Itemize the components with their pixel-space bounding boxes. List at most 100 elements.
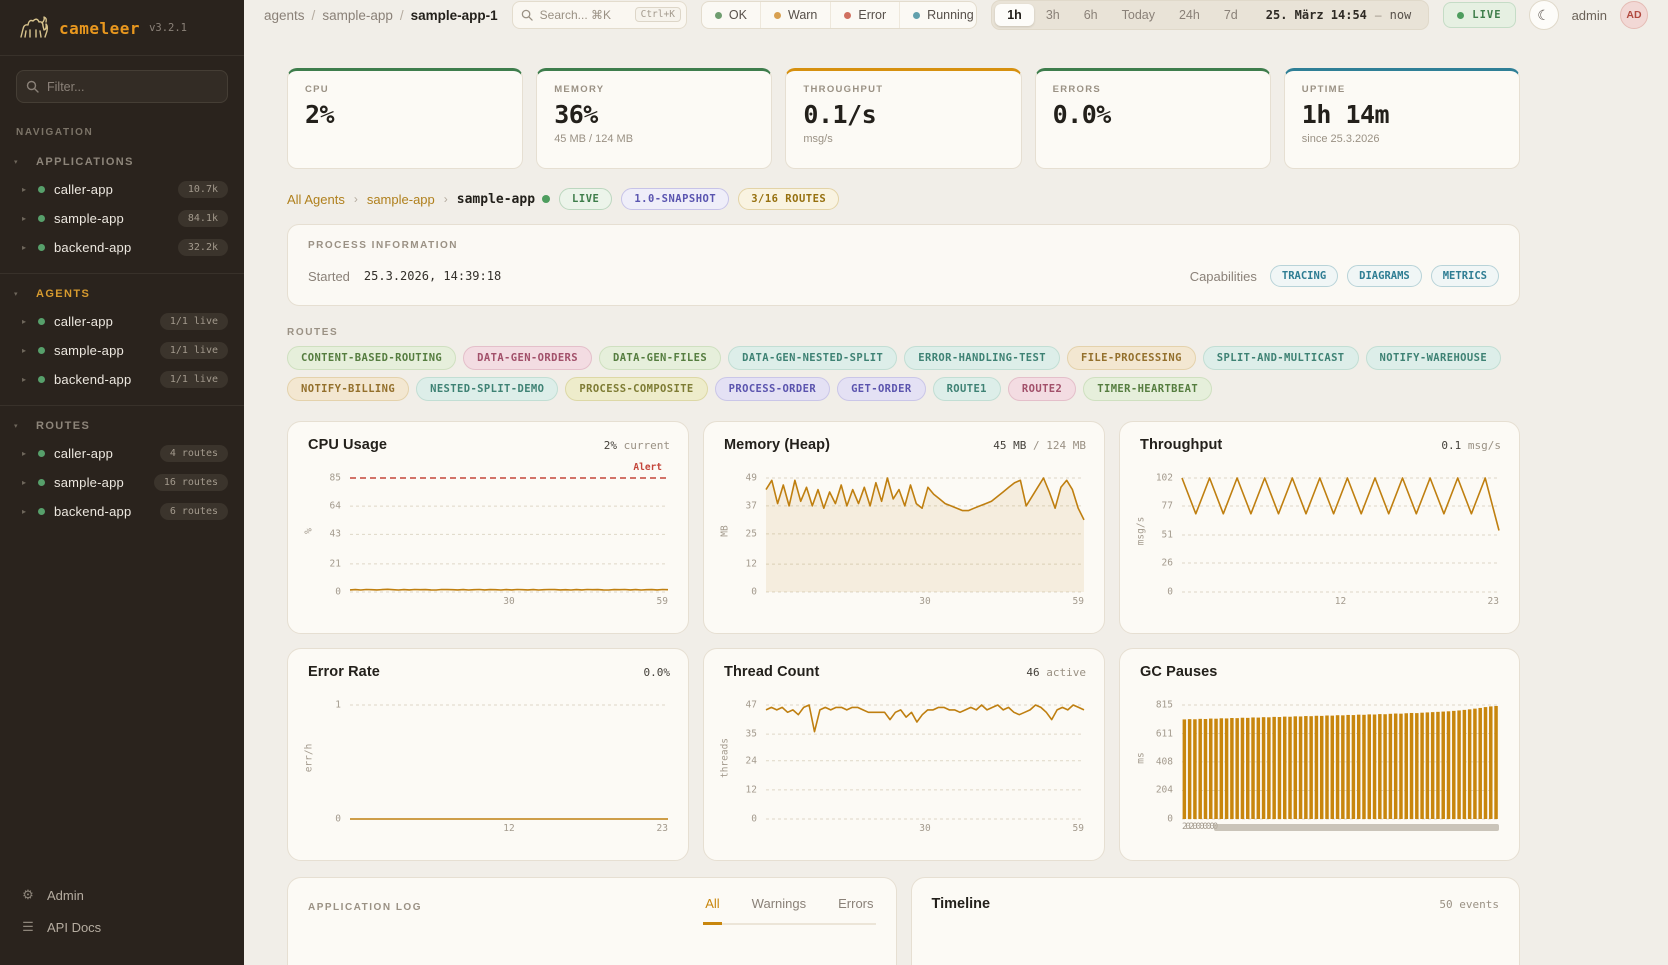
y-tick: 24 (745, 755, 757, 767)
agent-link-sample-app[interactable]: sample-app (366, 191, 435, 207)
route-chip-route1[interactable]: ROUTE1 (932, 377, 1001, 401)
route-chip-data-gen-files[interactable]: DATA-GEN-FILES (598, 346, 722, 370)
sidebar-item-label: sample-app (54, 475, 124, 490)
route-chip-notify-billing[interactable]: NOTIFY-BILLING (287, 377, 410, 401)
route-chip-notify-warehouse[interactable]: NOTIFY-WAREHOUSE (1365, 346, 1502, 370)
chart-plot (1182, 696, 1499, 820)
status-filter-error[interactable]: Error (830, 2, 899, 28)
chart-y-axis-unit: MB (719, 525, 730, 537)
sidebar-item-badge: 84.1k (177, 210, 228, 227)
live-label: LIVE (1472, 9, 1502, 21)
stat-label: UPTIME (1301, 84, 1346, 95)
time-range-24h[interactable]: 24h (1178, 8, 1200, 22)
sidebar-group-header[interactable]: ▾ AGENTS (10, 282, 234, 306)
stat-label: THROUGHPUT (803, 84, 884, 95)
sidebar-item-sample-app[interactable]: ▸ sample-app 1/1 live (10, 337, 234, 364)
sidebar-group-header[interactable]: ▾ ROUTES (10, 414, 234, 438)
route-chip-content-based-routing[interactable]: CONTENT-BASED-ROUTING (287, 346, 457, 370)
separator: › (443, 192, 448, 206)
chart-x-axis: 30 59 (766, 823, 1084, 838)
log-tab-all[interactable]: All (703, 896, 722, 925)
started-label: Started (308, 268, 350, 284)
sidebar-group-label: AGENTS (36, 288, 91, 300)
sidebar-item-backend-app[interactable]: ▸ backend-app 32.2k (10, 234, 234, 261)
timeline-card: Timeline 50 events (910, 877, 1520, 965)
chart-y-axis-unit: msg/s (1135, 516, 1146, 546)
chevron-right-icon: ▸ (22, 478, 27, 487)
y-tick: 47 (745, 699, 757, 711)
filter-input[interactable] (16, 70, 228, 103)
route-chip-error-handling-test[interactable]: ERROR-HANDLING-TEST (904, 346, 1060, 370)
breadcrumb-segment[interactable]: sample-app-1 (410, 7, 498, 23)
date-range[interactable]: 25. März 14:54 – now (1266, 8, 1412, 22)
sidebar-item-caller-app[interactable]: ▸ caller-app 10.7k (10, 176, 234, 203)
sidebar-item-backend-app[interactable]: ▸ backend-app 6 routes (10, 498, 234, 525)
route-chip-data-gen-orders[interactable]: DATA-GEN-ORDERS (463, 346, 592, 370)
route-chip-nested-split-demo[interactable]: NESTED-SPLIT-DEMO (416, 377, 559, 401)
time-range-1h[interactable]: 1h (995, 4, 1034, 26)
status-dot (38, 450, 45, 457)
sidebar-item-badge: 4 routes (159, 445, 228, 462)
sidebar-group-header[interactable]: ▾ APPLICATIONS (10, 150, 234, 174)
time-range-7d[interactable]: 7d (1223, 8, 1238, 22)
status-filter-warn[interactable]: Warn (759, 2, 830, 28)
time-range-today[interactable]: Today (1121, 8, 1155, 22)
status-filter-label: Warn (787, 8, 818, 22)
x-tick: 59 (1072, 823, 1084, 834)
live-toggle[interactable]: LIVE (1443, 2, 1516, 28)
route-chip-get-order[interactable]: GET-ORDER (837, 377, 926, 401)
sidebar: cameleer v3.2.1 NAVIGATION ▾ APPLICATION… (0, 0, 244, 965)
sidebar-item-sample-app[interactable]: ▸ sample-app 84.1k (10, 205, 234, 232)
route-chip-split-and-multicast[interactable]: SPLIT-AND-MULTICAST (1202, 346, 1359, 370)
sidebar-item-caller-app[interactable]: ▸ caller-app 4 routes (10, 440, 234, 467)
sidebar-item-label: sample-app (54, 211, 124, 226)
y-tick: 611 (1155, 728, 1173, 740)
breadcrumb-segment[interactable]: agents (264, 7, 305, 23)
sidebar-group-label: ROUTES (36, 420, 91, 432)
route-chip-process-order[interactable]: PROCESS-ORDER (714, 377, 831, 401)
sidebar-item-backend-app[interactable]: ▸ backend-app 1/1 live (10, 366, 234, 393)
breadcrumb-segment[interactable]: sample-app (322, 7, 393, 23)
username: admin (1571, 7, 1607, 23)
status-filter-ok[interactable]: OK (702, 2, 760, 28)
status-dot-icon (773, 11, 781, 19)
stats-row: CPU 2% MEMORY 36% 45 MB / 124 MB THROUGHPUT 0.… (287, 68, 1520, 169)
agent-link-all-agents[interactable]: All Agents (287, 191, 345, 207)
sidebar-item-sample-app[interactable]: ▸ sample-app 16 routes (10, 469, 234, 496)
chart-current-value: 46 active (1026, 666, 1086, 679)
avatar[interactable]: AD (1620, 1, 1648, 29)
y-tick: 815 (1155, 699, 1173, 711)
chevron-right-icon: ▸ (22, 375, 27, 384)
sidebar-item-label: backend-app (54, 504, 132, 519)
x-tick: 59 (656, 596, 668, 607)
shortcut-badge: Ctrl+K (634, 7, 681, 22)
time-range-3h[interactable]: 3h (1045, 8, 1060, 22)
chart-y-axis-ticks: 815 611 408 204 0 (1147, 696, 1177, 825)
chart-y-axis-ticks: 102 77 51 26 0 (1147, 469, 1177, 598)
menu-icon: ☰ (22, 919, 34, 934)
chart-svg-gc (1182, 704, 1499, 820)
footer-item-admin[interactable]: ⚙ Admin (16, 879, 228, 911)
chart-plot (765, 696, 1085, 820)
log-tab-errors[interactable]: Errors (838, 896, 874, 911)
log-tab-warnings[interactable]: Warnings (751, 896, 807, 911)
route-chip-route2[interactable]: ROUTE2 (1007, 377, 1077, 401)
dark-mode-toggle[interactable]: ☾ (1528, 0, 1559, 30)
footer-item-api-docs[interactable]: ☰ API Docs (16, 911, 228, 943)
y-tick: 0 (1167, 813, 1173, 825)
sidebar-item-badge: 10.7k (177, 181, 228, 198)
route-chip-file-processing[interactable]: FILE-PROCESSING (1066, 346, 1196, 370)
logo[interactable]: cameleer v3.2.1 (0, 0, 244, 56)
y-tick: 21 (329, 558, 341, 570)
chart-current-value: 0.0% (643, 666, 671, 679)
status-filter-running[interactable]: Running (899, 2, 976, 28)
footer-item-label: API Docs (47, 919, 102, 935)
route-chip-timer-heartbeat[interactable]: TIMER-HEARTBEAT (1083, 377, 1213, 401)
stat-card-throughput: THROUGHPUT 0.1/s msg/s (785, 68, 1022, 169)
sidebar-item-caller-app[interactable]: ▸ caller-app 1/1 live (10, 308, 234, 335)
route-chip-data-gen-nested-split[interactable]: DATA-GEN-NESTED-SPLIT (728, 346, 898, 370)
route-chip-process-composite[interactable]: PROCESS-COMPOSITE (565, 377, 708, 401)
time-range-6h[interactable]: 6h (1083, 8, 1098, 22)
routes-label: ROUTES (287, 327, 339, 338)
